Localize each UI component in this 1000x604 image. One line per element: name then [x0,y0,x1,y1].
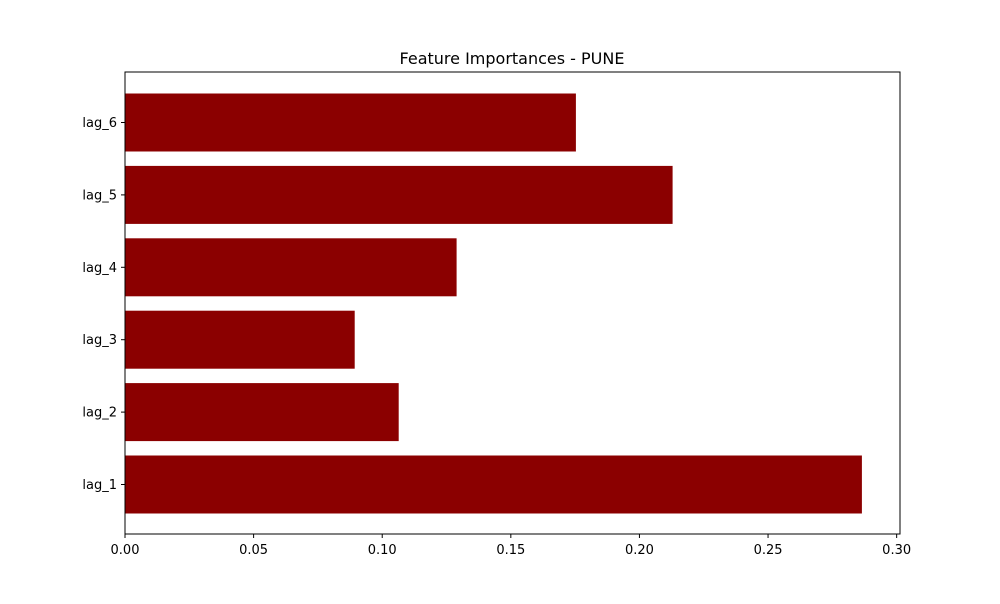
chart-title: Feature Importances - PUNE [400,49,625,68]
y-tick-label: lag_5 [82,188,117,203]
bar-lag_6 [125,93,576,152]
y-tick-label: lag_1 [82,478,117,493]
bar-lag_5 [125,165,673,224]
bar-lag_4 [125,238,457,297]
y-tick-label: lag_4 [82,261,117,276]
y-tick-label: lag_6 [82,116,117,131]
y-axis-ticks: lag_1 lag_2 lag_3 lag_4 lag_5 lag_6 [82,116,125,493]
x-tick-label: 0.00 [111,543,140,558]
bar-lag_3 [125,310,355,369]
x-tick-label: 0.15 [496,543,525,558]
x-tick-label: 0.30 [882,543,911,558]
bar-lag_1 [125,455,862,514]
y-tick-label: lag_3 [82,333,117,348]
x-tick-label: 0.05 [239,543,268,558]
x-tick-label: 0.25 [754,543,783,558]
y-tick-label: lag_2 [82,406,117,421]
plot-area-frame [124,71,901,535]
bar-lag_2 [125,383,399,442]
x-tick-label: 0.10 [368,543,397,558]
x-axis-ticks: 0.00 0.05 0.10 0.15 0.20 0.25 0.30 [111,534,911,558]
x-tick-label: 0.20 [625,543,654,558]
bars-layer [125,93,862,514]
